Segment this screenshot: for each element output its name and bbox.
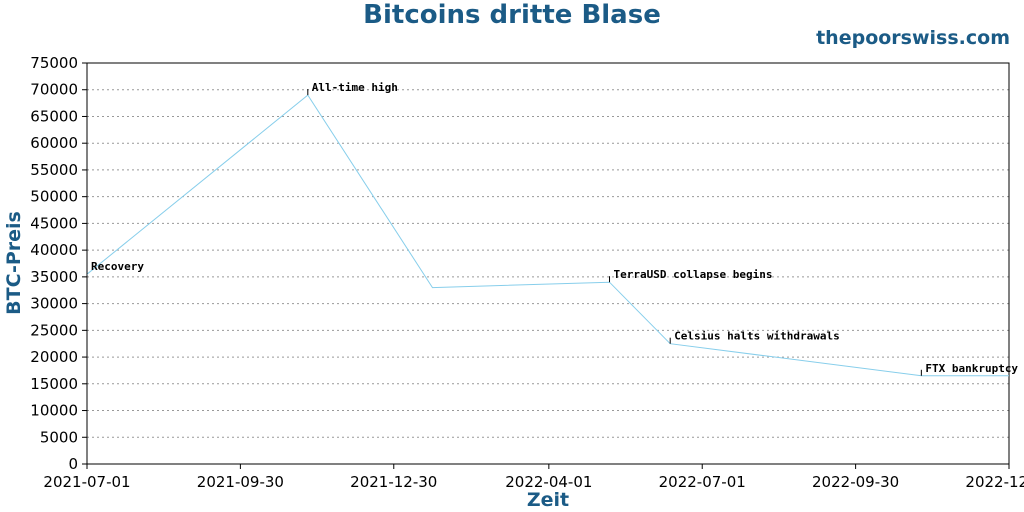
y-tick-label: 75000 — [30, 54, 78, 72]
y-tick-label: 50000 — [30, 188, 78, 206]
y-tick-label: 55000 — [30, 161, 78, 179]
x-tick-label: 2022-12-30 — [965, 473, 1024, 491]
y-tick-label: 5000 — [40, 428, 78, 446]
y-tick-label: 0 — [68, 455, 78, 473]
grid-layer — [87, 62, 1009, 438]
y-tick-label: 30000 — [30, 295, 78, 313]
y-tick-label: 70000 — [30, 81, 78, 99]
y-tick-label: 45000 — [30, 214, 78, 232]
y-tick-label: 10000 — [30, 402, 78, 420]
x-tick-label: 2021-07-01 — [43, 473, 130, 491]
annotation-layer: Recovery All-time high TerraUSD collapse b… — [86, 81, 1018, 376]
plot-frame — [86, 62, 1010, 465]
x-tick-label: 2022-04-01 — [505, 473, 592, 491]
annotation-label: Recovery — [91, 260, 144, 273]
x-tick-label: 2021-09-30 — [197, 473, 284, 491]
y-tick-label: 20000 — [30, 348, 78, 366]
annotation-label: Celsius halts withdrawals — [674, 330, 840, 343]
line-layer — [86, 94, 1009, 377]
series-line — [86, 94, 1009, 377]
y-tick-label: 15000 — [30, 375, 78, 393]
y-tick-label: 35000 — [30, 268, 78, 286]
x-tick-label: 2022-07-01 — [659, 473, 746, 491]
y-tick-label: 65000 — [30, 107, 78, 125]
annotation-label: All-time high — [312, 81, 398, 94]
chart-title: Bitcoins dritte Blase — [363, 0, 661, 30]
x-axis-label: Zeit — [527, 489, 569, 511]
watermark-text: thepoorswiss.com — [816, 27, 1010, 49]
annotation-label: FTX bankruptcy — [925, 362, 1018, 375]
y-tick-label: 60000 — [30, 134, 78, 152]
annotation-label: TerraUSD collapse begins — [614, 268, 773, 281]
y-tick-label: 25000 — [30, 321, 78, 339]
x-tick-label: 2021-12-30 — [350, 473, 437, 491]
y-tick-label: 40000 — [30, 241, 78, 259]
y-axis-label: BTC-Preis — [3, 211, 25, 315]
x-tick-label: 2022-09-30 — [812, 473, 899, 491]
axis-layer: 0 5000 10000 15000 20000 25000 30000 35000 40000… — [30, 54, 1024, 491]
